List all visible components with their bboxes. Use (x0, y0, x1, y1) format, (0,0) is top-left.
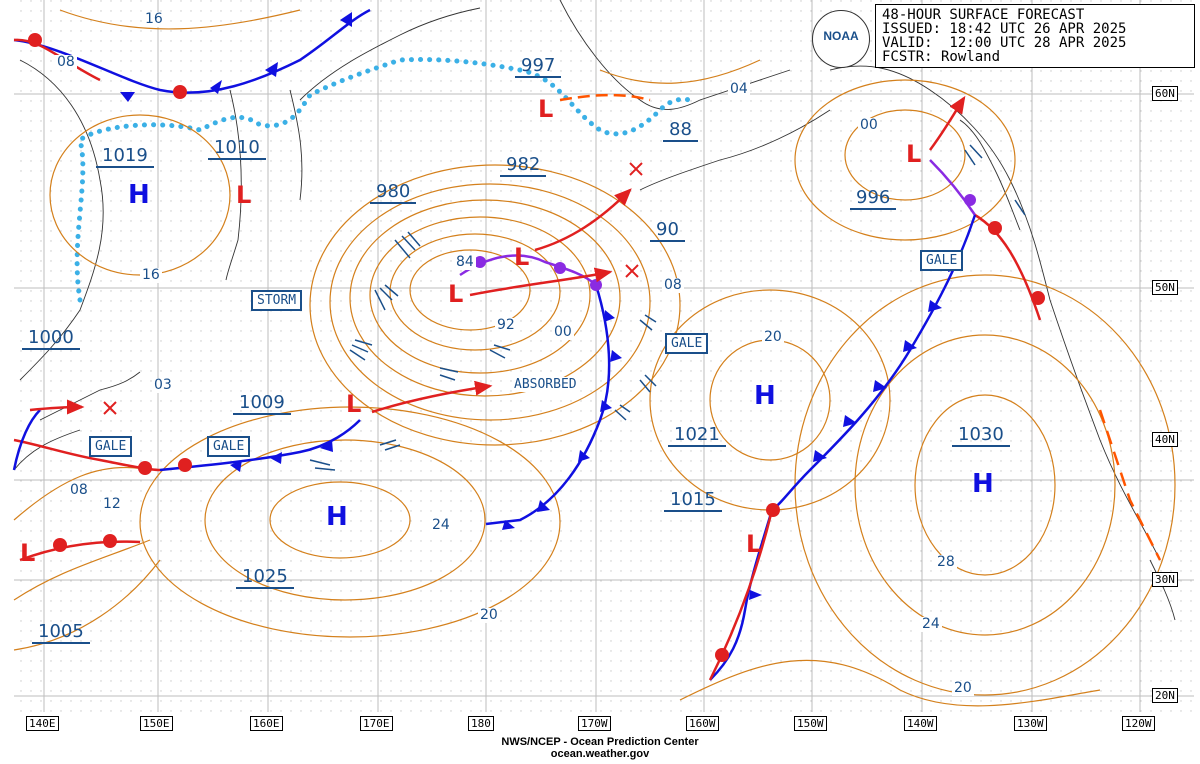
longitude-label: 130W (1014, 716, 1047, 731)
low-pressure-center: L (538, 95, 554, 123)
isobar-value: 84 (454, 254, 476, 270)
high-pressure-center: H (754, 381, 776, 411)
wind-barbs (309, 144, 1026, 471)
isobar-value: 16 (140, 267, 162, 283)
high-pressure-center: H (326, 502, 348, 532)
ice-edge (74, 56, 693, 303)
longitude-label: 180 (468, 716, 494, 731)
isobar-value: 28 (935, 554, 957, 570)
pressure-label: 1019 (96, 146, 154, 168)
issued-time: ISSUED: 18:42 UTC 26 APR 2025 (882, 21, 1127, 37)
latitude-label: 50N (1152, 280, 1178, 295)
longitude-label: 150W (794, 716, 827, 731)
low-pressure-center: L (236, 181, 252, 209)
status-box: GALE (89, 436, 133, 457)
credit-line-1: NWS/NCEP - Ocean Prediction Center (501, 736, 699, 748)
longitude-label: 150E (140, 716, 173, 731)
longitude-label: 140W (904, 716, 937, 731)
longitude-label: 170W (578, 716, 611, 731)
status-box: GALE (920, 250, 964, 271)
valid-time: VALID: 12:00 UTC 28 APR 2025 (882, 35, 1127, 51)
latitude-label: 30N (1152, 572, 1178, 587)
isobar-value: 00 (552, 324, 574, 340)
isobar-value: 12 (101, 496, 123, 512)
isobar-value: 08 (68, 482, 90, 498)
low-pressure-center: L (20, 539, 36, 567)
status-box: GALE (207, 436, 251, 457)
pressure-label: 982 (500, 155, 547, 177)
credit-line-2: ocean.weather.gov (550, 748, 650, 760)
pressure-label: 88 (663, 120, 698, 142)
isobar-value: 20 (762, 329, 784, 345)
forecaster: FCSTR: Rowland (882, 49, 1001, 65)
pressure-label: 1010 (208, 138, 266, 160)
pressure-label: 1025 (236, 567, 294, 589)
isobar-value: 03 (152, 377, 174, 393)
pressure-label: 997 (515, 56, 562, 78)
isobar-value: 92 (495, 317, 517, 333)
latitude-label: 40N (1152, 432, 1178, 447)
storm-track-arrows (29, 95, 966, 415)
longitude-label: 170E (360, 716, 393, 731)
isobar-value: 00 (858, 117, 880, 133)
isobar-value: 08 (55, 54, 77, 70)
high-pressure-center: H (128, 180, 150, 210)
low-pressure-center: L (514, 243, 530, 271)
pressure-label: 1000 (22, 328, 80, 350)
low-pressure-center: L (906, 140, 922, 168)
coastlines (13, 0, 1176, 621)
absorbed-label: ABSORBED (512, 377, 579, 392)
pressure-label: 1009 (233, 393, 291, 415)
forecast-title: 48-HOUR SURFACE FORECAST (882, 7, 1085, 23)
longitude-label: 140E (26, 716, 59, 731)
isobar-value: 24 (920, 616, 942, 632)
isobar-value: 20 (478, 607, 500, 623)
pressure-label: 1015 (664, 490, 722, 512)
pressure-label: 1030 (952, 425, 1010, 447)
low-pressure-center: L (448, 280, 464, 308)
longitude-label: 160E (250, 716, 283, 731)
status-box: STORM (251, 290, 303, 311)
isobar-value: 04 (728, 81, 750, 97)
dotted-grid (14, 0, 1194, 712)
isobar-value: 16 (143, 11, 165, 27)
longitude-label: 120W (1122, 716, 1155, 731)
pressure-label: 90 (650, 220, 685, 242)
low-pressure-center: L (346, 390, 362, 418)
pressure-label: 1021 (668, 425, 726, 447)
latitude-label: 60N (1152, 86, 1178, 101)
isobar-value: 08 (662, 277, 684, 293)
noaa-logo: NOAA (812, 10, 870, 68)
x-markers (103, 162, 643, 415)
low-pressure-center: L (746, 530, 762, 558)
pressure-label: 996 (850, 188, 897, 210)
graticule (14, 0, 1194, 712)
forecast-header: 48-HOUR SURFACE FORECAST ISSUED: 18:42 U… (875, 4, 1195, 68)
high-pressure-center: H (972, 469, 994, 499)
longitude-label: 160W (686, 716, 719, 731)
isobar-value: 20 (952, 680, 974, 696)
pressure-label: 1005 (32, 622, 90, 644)
isobar-value: 24 (430, 517, 452, 533)
noaa-logo-text: NOAA (823, 29, 859, 43)
status-box: GALE (665, 333, 709, 354)
pressure-label: 980 (370, 182, 417, 204)
latitude-label: 20N (1152, 688, 1178, 703)
